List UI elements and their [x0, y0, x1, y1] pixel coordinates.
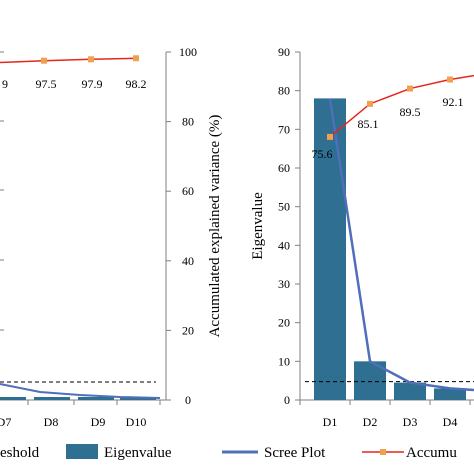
left-scree-line: [0, 383, 161, 399]
left-data-label: 9: [2, 77, 8, 91]
legend-label-eigenvalue: Eigenvalue: [104, 445, 172, 461]
accumulated-variance-marker: [367, 100, 373, 107]
left-chart-panel: 0 20 40 60 80 100 Accumulated explained varian…: [0, 45, 223, 429]
left-eigenvalue-bar: [0, 397, 26, 400]
legend: eshold Eigenvalue Scree Plot Accumu: [0, 444, 457, 461]
right-y-tick-label: 30: [278, 277, 290, 291]
left-right-axis-tick-label: 100: [179, 45, 197, 59]
right-chart-panel: 0 10 20 30 40 50 60 70 80 90 Eigenvalue D1 D2 D3 D4 75.…: [250, 45, 474, 429]
right-y-tick-label: 10: [278, 354, 290, 368]
right-x-tick-label: D4: [443, 415, 458, 429]
right-y-axis-title: Eigenvalue: [250, 192, 266, 260]
eigenvalue-bar: [314, 98, 346, 401]
legend-label-threshold: eshold: [0, 445, 40, 461]
left-eigenvalue-bar: [34, 397, 70, 400]
legend-label-scree: Scree Plot: [264, 445, 326, 461]
legend-swatch-accumulated-marker: [380, 449, 386, 455]
accumulated-data-label: 89.5: [400, 105, 421, 119]
accumulated-data-label: 75.6: [312, 147, 333, 161]
left-data-label: 98.2: [126, 77, 147, 91]
left-right-axis-tick-label: 60: [182, 184, 194, 198]
accumulated-variance-marker: [447, 76, 453, 83]
right-y-tick-label: 40: [278, 238, 290, 252]
left-x-tick-label: D10: [126, 415, 147, 429]
right-y-tick-label: 60: [278, 161, 290, 175]
right-y-tick-label: 70: [278, 122, 290, 136]
right-x-tick-label: D3: [403, 415, 418, 429]
left-right-axis-tick-label: 20: [182, 323, 194, 337]
left-right-axis-tick-label: 80: [182, 115, 194, 129]
right-y-tick-label: 80: [278, 84, 290, 98]
accumulated-variance-marker: [327, 133, 333, 140]
left-right-axis-tick-label: 0: [185, 393, 191, 407]
left-eigenvalue-bar: [78, 397, 114, 400]
right-y-tick-label: 0: [284, 393, 290, 407]
left-x-tick-label: D9: [91, 415, 106, 429]
right-y-tick-label: 20: [278, 316, 290, 330]
left-right-axis-title: Accumulated explained variance (%): [207, 115, 223, 338]
left-accumulated-line: [0, 57, 137, 64]
left-x-tick-label: D8: [44, 415, 59, 429]
left-data-label: 97.9: [82, 77, 103, 91]
accumulated-data-label: 92.1: [443, 95, 464, 109]
left-x-tick-label: D7: [0, 415, 11, 429]
right-x-tick-label: D2: [363, 415, 378, 429]
legend-swatch-eigenvalue: [66, 444, 98, 459]
legend-label-accumulated: Accumu: [406, 445, 457, 461]
eigenvalue-bar: [434, 388, 466, 400]
accumulated-variance-marker: [407, 85, 413, 92]
accumulated-data-label: 85.1: [358, 117, 379, 131]
scree-plot-line: [328, 98, 474, 392]
right-y-tick-label: 90: [278, 45, 290, 59]
left-accumulated-marker: [41, 57, 47, 64]
left-data-label: 97.5: [36, 77, 57, 91]
left-accumulated-marker: [133, 55, 139, 62]
right-y-tick-label: 50: [278, 200, 290, 214]
left-right-axis-tick-label: 40: [182, 254, 194, 268]
right-x-tick-label: D1: [323, 415, 338, 429]
left-eigenvalue-bar: [120, 397, 156, 400]
eigenvalue-bar: [394, 382, 426, 400]
left-accumulated-marker: [88, 56, 94, 63]
